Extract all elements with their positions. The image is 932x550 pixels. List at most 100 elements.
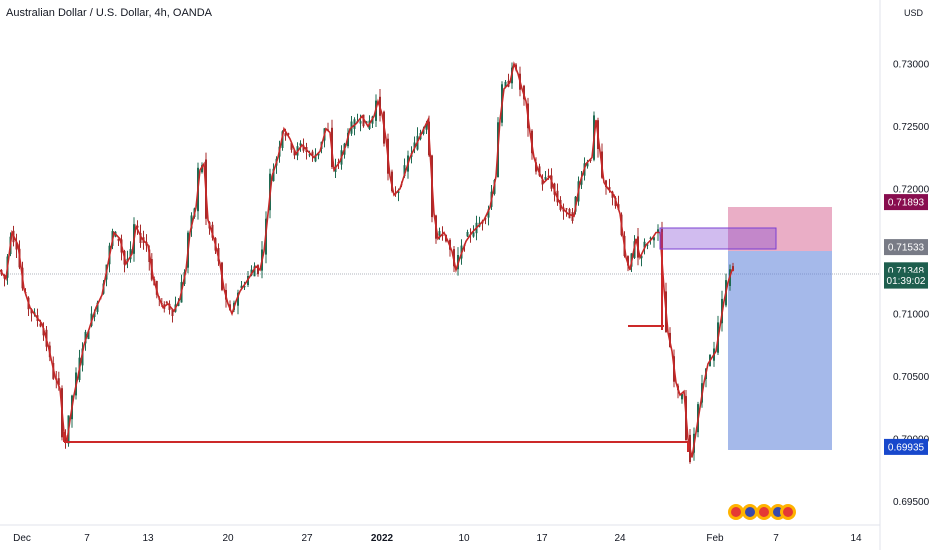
price-tag [884,194,928,211]
price-tag-label: 01:39:02 [887,276,926,287]
time-tick-label: 27 [301,533,313,544]
time-tick-label: 2022 [371,533,394,544]
candle-body [413,142,416,148]
candle-body [362,114,365,127]
price-tick-label: 0.72500 [893,122,930,133]
candle-body [302,145,305,151]
candle-body [608,187,611,190]
candle-body [257,265,259,275]
time-tick-label: 24 [614,533,626,544]
event-icons[interactable] [728,504,796,520]
price-tick-label: 0.70500 [893,372,930,383]
candle-body [472,232,475,237]
candle-body [57,378,60,386]
candle-body [627,256,629,266]
price-tag-label: 0.71348 [888,266,925,277]
time-tick-label: 20 [222,533,234,544]
long-position-target-zone[interactable] [728,251,832,450]
candle-body [359,121,362,124]
candle-body [139,233,142,243]
candle-body [30,309,33,314]
price-tag [884,239,928,256]
candle-body [646,244,649,246]
candle-body [571,212,574,221]
time-tick-label: Feb [706,533,724,544]
candle-body [299,143,302,146]
candle-body [466,232,469,237]
candle-body [39,323,42,327]
candle-body [96,302,99,312]
candle-body [272,168,275,182]
candle-body [311,151,314,156]
candle-body [314,154,317,162]
candle-body [487,209,490,218]
long-position-stop-zone[interactable] [728,207,832,251]
candle-body [334,166,337,172]
price-tag-label: 0.71893 [888,198,925,209]
candle-body [425,123,428,130]
candle-body [611,191,614,198]
price-tag-label: 0.69935 [888,442,925,453]
candle-body [538,166,541,176]
time-tick-label: 14 [850,533,862,544]
candle-body [657,229,659,233]
candle-body [640,255,643,259]
candle-body [117,238,120,241]
price-tag [884,438,928,455]
candle-body [287,133,290,135]
candle-body [317,153,320,156]
price-tag [884,272,928,289]
candle-body [15,242,18,250]
time-tick-label: 17 [536,533,548,544]
currency-label[interactable]: USD [904,8,924,18]
time-tick-label: 13 [142,533,154,544]
price-path [0,61,735,458]
candle-body [168,303,171,310]
candle-body [565,208,568,210]
candle-body [605,180,607,187]
candle-body [129,249,132,260]
candle-body [171,309,174,316]
candle-body [397,191,400,193]
candle-body [732,266,734,271]
candle-body [290,142,293,150]
candle-body [84,331,87,344]
time-axis[interactable]: Dec 7 13 20 27 2022 10 17 24 Feb 7 14 [13,533,862,544]
supply-zone-rect[interactable] [659,227,777,250]
price-tick-label: 0.71000 [893,309,930,320]
price-tag-label: 0.71533 [888,243,925,254]
candle-body [243,285,246,288]
candle-body [391,171,393,192]
candle-body [293,150,296,156]
candle-body [547,175,550,177]
chart-title: Australian Dollar / U.S. Dollar, 4h, OAN… [6,7,213,19]
candle-body [211,224,214,238]
time-tick-label: 7 [84,533,90,544]
time-tick-label: Dec [13,533,31,544]
candle-body [87,330,90,339]
candle-body [165,301,168,304]
candle-body [541,179,544,185]
candle-body [544,177,547,180]
time-tick-label: 7 [773,533,779,544]
candle-body [253,266,256,277]
candle-body [535,162,537,172]
candle-body [422,128,425,134]
candle-body [190,215,193,229]
candle-body [649,237,652,239]
candle-body [136,225,139,228]
candle-body [504,81,507,88]
candle-body [177,301,180,306]
candle-body [237,292,239,306]
price-tick-label: 0.69500 [893,497,930,508]
candle-body [681,394,683,400]
candle-body [403,165,406,177]
candle-body [643,241,646,248]
candle-body [240,285,243,289]
candlestick-series [0,62,734,464]
candle-body [438,231,441,236]
candle-body [580,177,583,185]
